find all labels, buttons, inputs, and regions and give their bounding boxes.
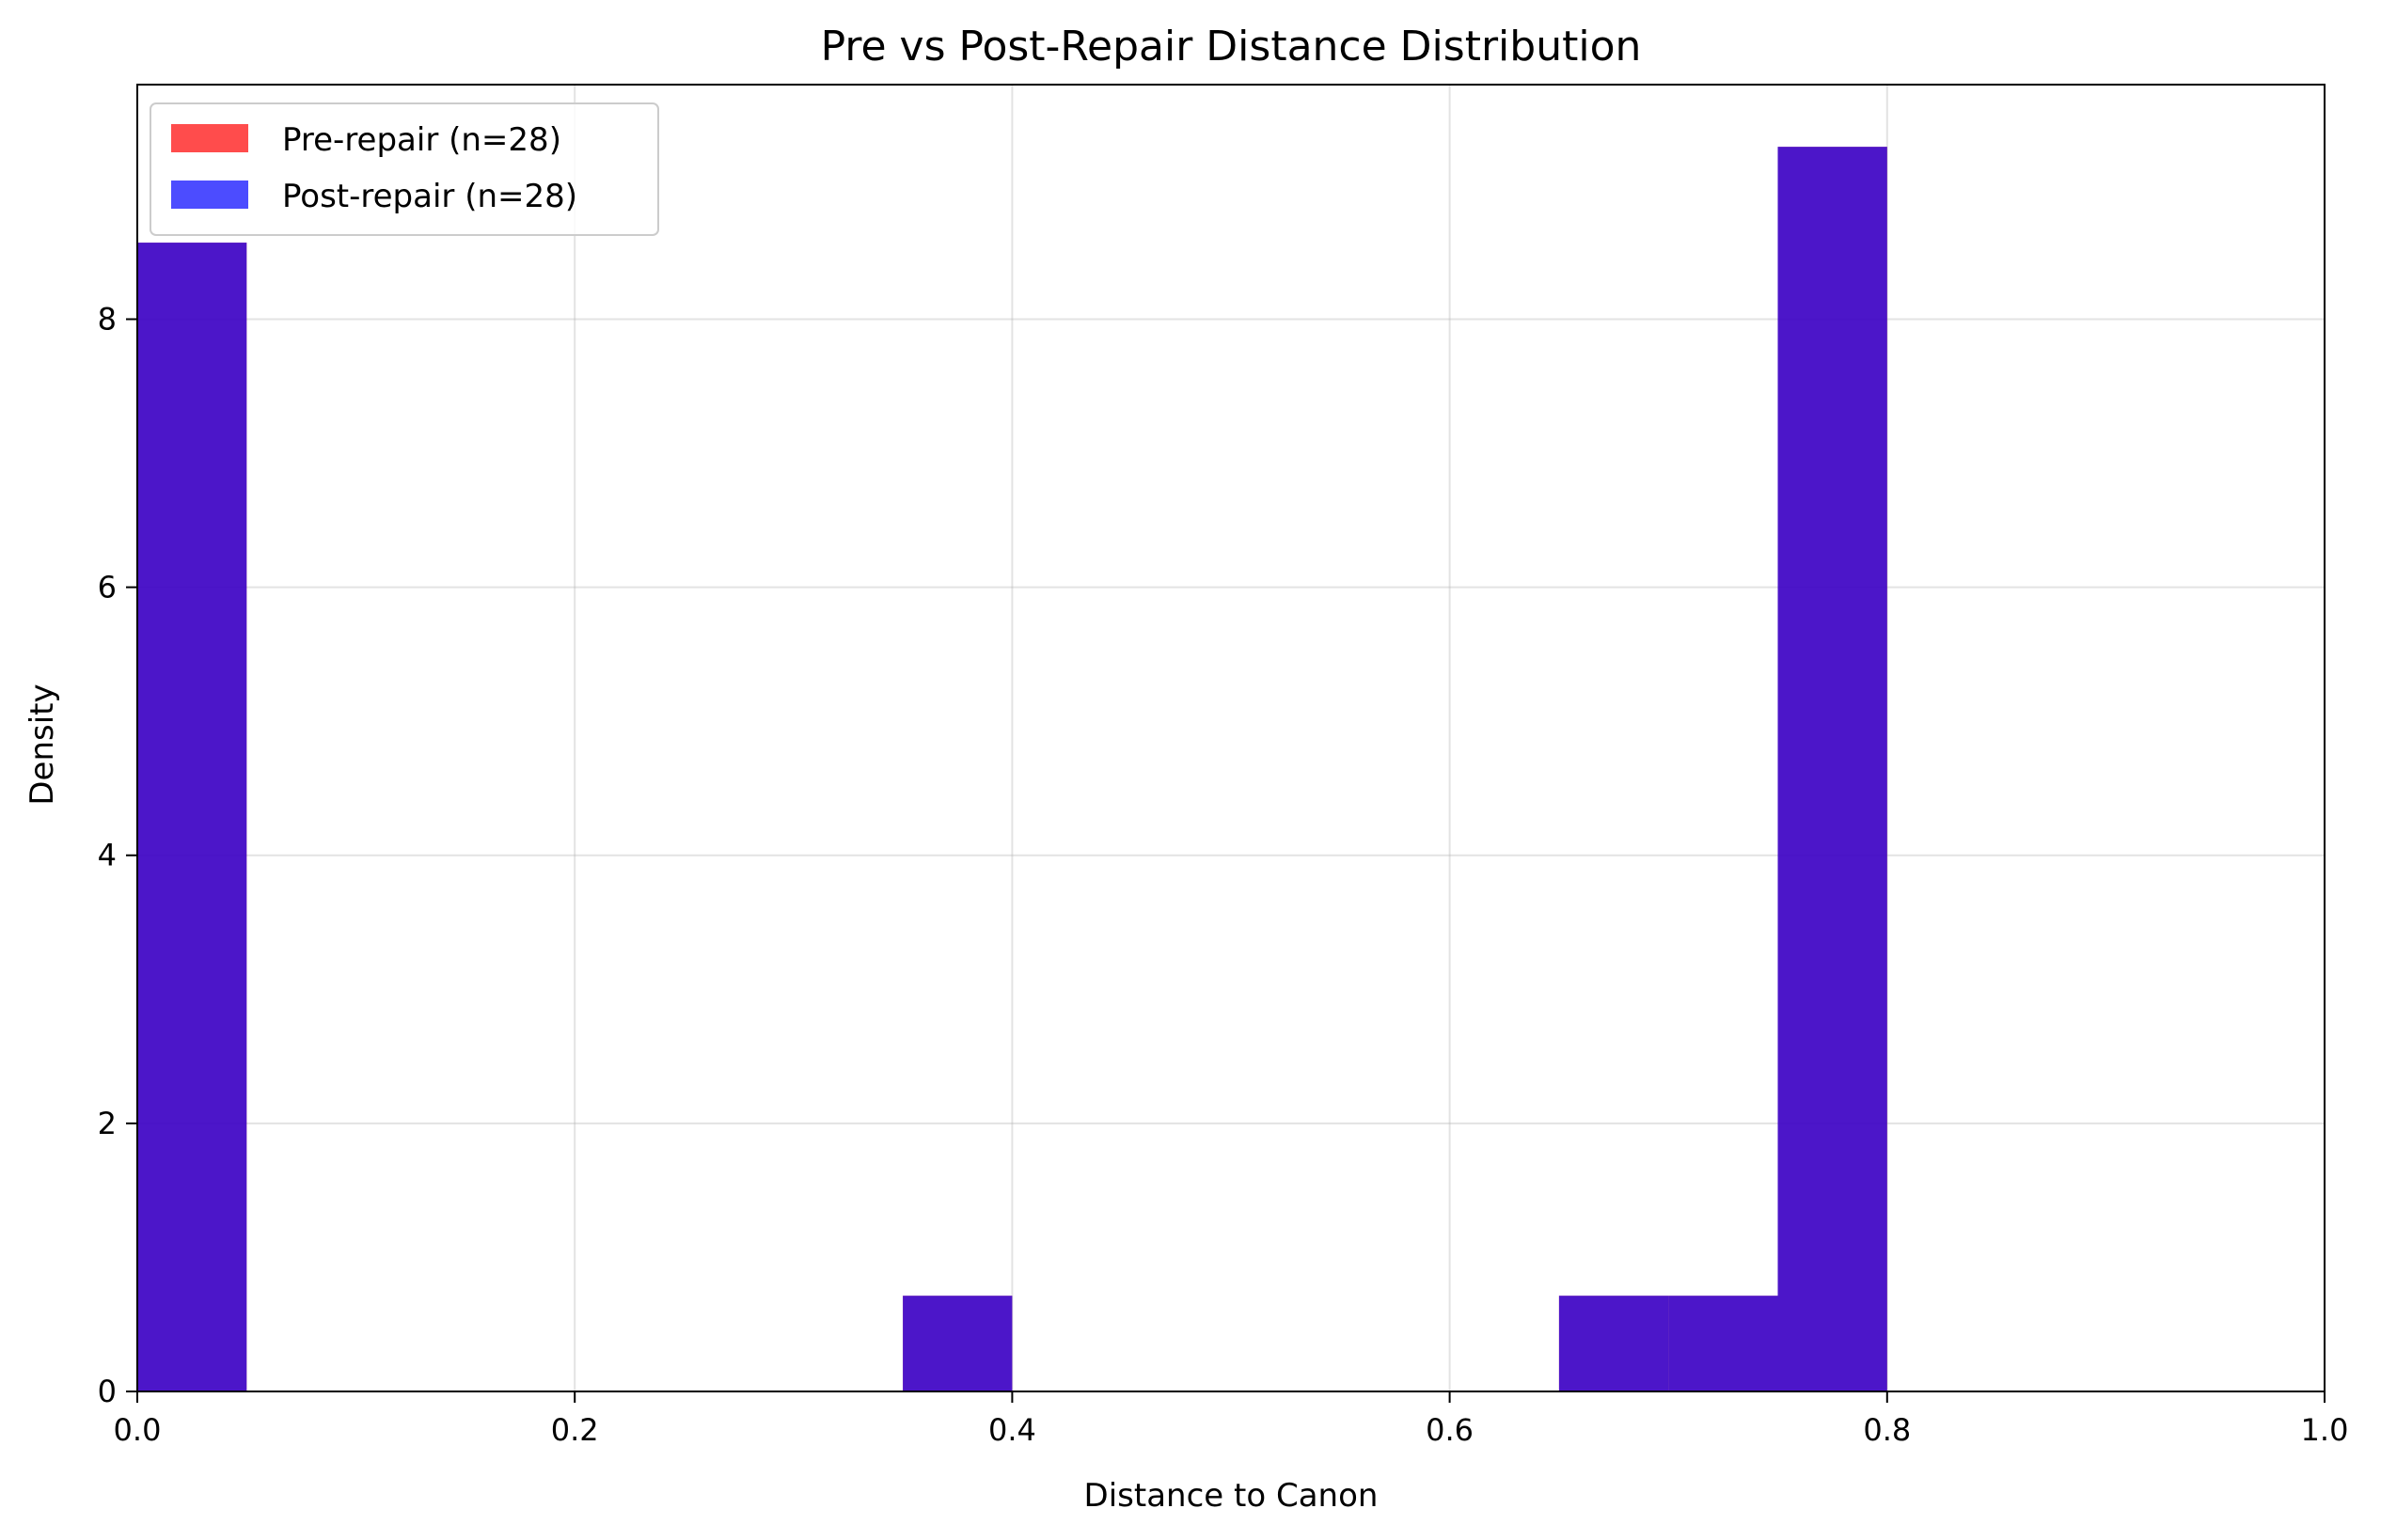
legend-label: Pre-repair (n=28) [282, 121, 561, 159]
y-tick-label: 0 [98, 1374, 117, 1409]
y-tick-label: 8 [98, 301, 117, 337]
histogram-bar-post-repair [1558, 1296, 1669, 1391]
chart-title: Pre vs Post-Repair Distance Distribution [821, 23, 1642, 71]
histogram-bar-post-repair [137, 243, 247, 1392]
plot-area-frame [136, 84, 2326, 1392]
legend-swatch [171, 124, 248, 152]
histogram-bar-post-repair [903, 1296, 1013, 1391]
y-tick-label: 4 [98, 838, 117, 873]
y-tick-label: 6 [98, 570, 117, 605]
legend: Pre-repair (n=28) Post-repair (n=28) [150, 102, 659, 236]
x-tick-label: 0.2 [551, 1412, 599, 1448]
histogram-bar-post-repair [1777, 147, 1887, 1391]
y-axis-label: Density [24, 684, 61, 805]
legend-box [150, 102, 659, 236]
x-tick-label: 0.4 [988, 1412, 1036, 1448]
x-axis-label: Distance to Canon [1084, 1477, 1379, 1515]
histogram-bars [137, 147, 1887, 1392]
legend-label: Post-repair (n=28) [282, 178, 577, 215]
histogram-bar-post-repair [1668, 1296, 1778, 1391]
legend-swatch [171, 181, 248, 209]
x-tick-label: 1.0 [2301, 1412, 2349, 1448]
y-tick-label: 2 [98, 1106, 117, 1141]
x-tick-label: 0.8 [1863, 1412, 1911, 1448]
x-tick-label: 0.6 [1426, 1412, 1474, 1448]
axis-ticks: 0.0 0.2 0.4 0.6 0.8 1.0 0 2 4 6 8 [98, 301, 2349, 1448]
x-tick-label: 0.0 [114, 1412, 162, 1448]
